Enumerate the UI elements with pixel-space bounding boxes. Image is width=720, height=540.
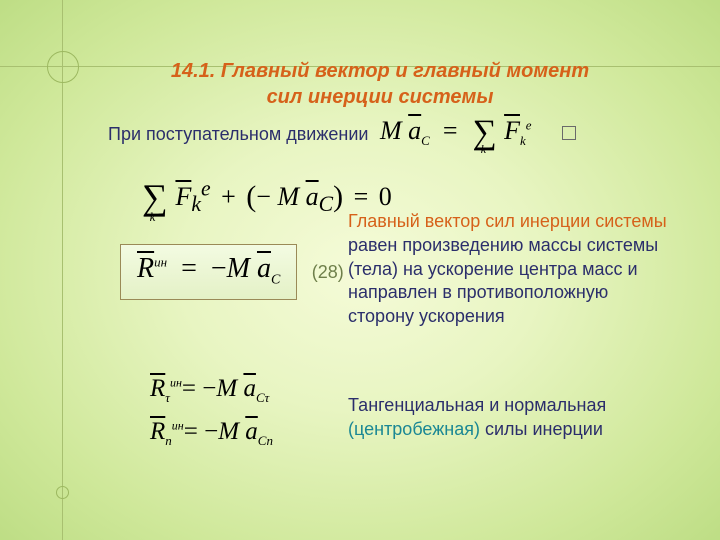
tn-highlight: (центробежная) (348, 419, 480, 439)
definition-paragraph: Главный вектор сил инерции системы равен… (348, 210, 668, 329)
definition-rest: равен произведению массы системы (тела) … (348, 235, 658, 326)
title-line1: 14.1. Главный вектор и главный момент (171, 60, 589, 82)
sym-F-sup: e (526, 117, 532, 132)
sym-eq: = (443, 116, 458, 145)
eq-boxed: Rин = −M aC (120, 244, 297, 300)
sigma-sub: k (481, 142, 486, 156)
slide: 14.1. Главный вектор и главный момент си… (0, 0, 720, 540)
tn-paragraph: Тангенциальная и нормальная (центробежна… (348, 394, 668, 442)
sym-aC-sub: C (421, 133, 430, 148)
tn-post: силы инерции (480, 419, 603, 439)
decor-ring-big (47, 51, 79, 83)
sigma-icon: ∑ (142, 177, 170, 217)
eq-boxed-wrap: Rин = −M aC (28) (120, 244, 344, 300)
eq-tau: Rτин= −M aCτ (150, 368, 273, 411)
sym-R: R (137, 253, 154, 284)
sym-F: F (504, 116, 520, 145)
definition-highlight: Главный вектор сил инерции системы (348, 211, 667, 231)
eq-number: (28) (312, 262, 344, 283)
subtitle: При поступательном движении (108, 124, 368, 145)
decor-ring-small (56, 486, 69, 499)
sym-M: M (380, 116, 402, 145)
section-title: 14.1. Главный вектор и главный момент си… (100, 58, 660, 110)
rparen: ) (333, 180, 343, 213)
lparen: ( (246, 180, 256, 213)
title-line2: сил инерции системы (267, 86, 494, 108)
sigma-sub: k (150, 209, 156, 224)
sym-aC: a (408, 116, 421, 145)
sym-F: F (175, 182, 191, 211)
placeholder-box (562, 126, 576, 140)
eq-n: Rnин= −M aCn (150, 411, 273, 454)
tn-pre: Тангенциальная и нормальная (348, 395, 606, 415)
eq-tangential-normal: Rτин= −M aCτ Rnин= −M aCn (150, 368, 273, 453)
eq-newton: M aC = ∑kFke (380, 110, 532, 149)
sym-F-sub: k (520, 133, 526, 148)
